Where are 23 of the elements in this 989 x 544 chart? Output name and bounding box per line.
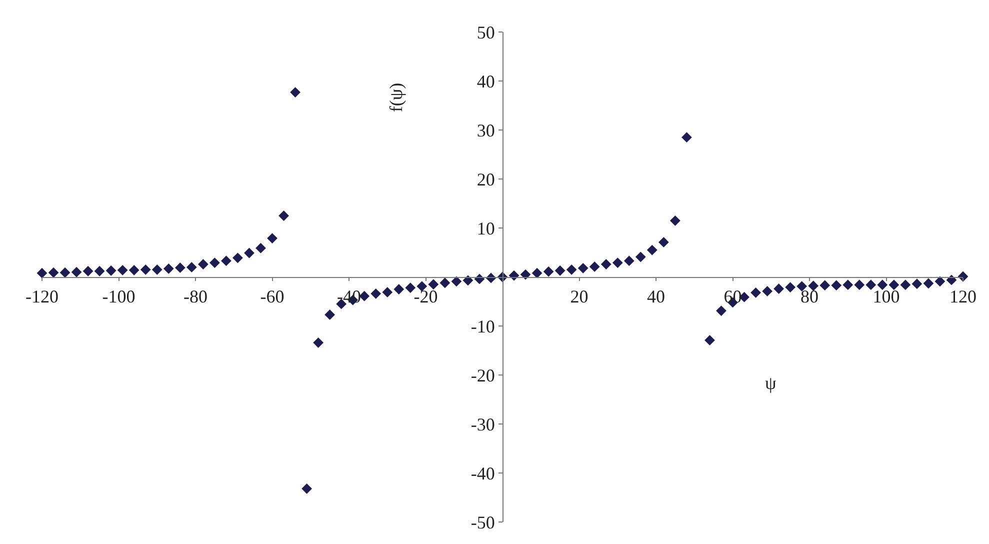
y-tick-label: -50 [470, 512, 495, 532]
x-tick-label: 80 [800, 286, 818, 307]
x-tick-label: -60 [260, 286, 284, 307]
x-tick-label: 60 [724, 286, 742, 307]
y-axis-title: f(ψ) [386, 82, 406, 112]
y-tick-label: 40 [476, 71, 495, 92]
x-tick-label: -80 [184, 286, 208, 307]
y-tick-label: 30 [476, 120, 495, 140]
x-tick-label: -20 [414, 286, 438, 307]
y-tick-label: 10 [476, 218, 495, 238]
x-axis-title: ψ [765, 373, 777, 393]
x-tick-label: 120 [950, 286, 976, 307]
y-tick-label: -30 [470, 414, 495, 434]
y-tick-label: -10 [470, 316, 495, 336]
y-tick-label: -20 [470, 365, 495, 386]
y-tick-label: -40 [470, 463, 495, 484]
x-tick-label: -120 [26, 286, 58, 307]
x-tick-label: 100 [872, 286, 900, 307]
x-tick-label: 20 [570, 286, 588, 307]
x-tick-label: 40 [647, 286, 665, 307]
y-tick-label: 50 [476, 22, 495, 42]
y-tick-label: 20 [476, 169, 495, 190]
x-tick-label: -100 [102, 286, 136, 307]
